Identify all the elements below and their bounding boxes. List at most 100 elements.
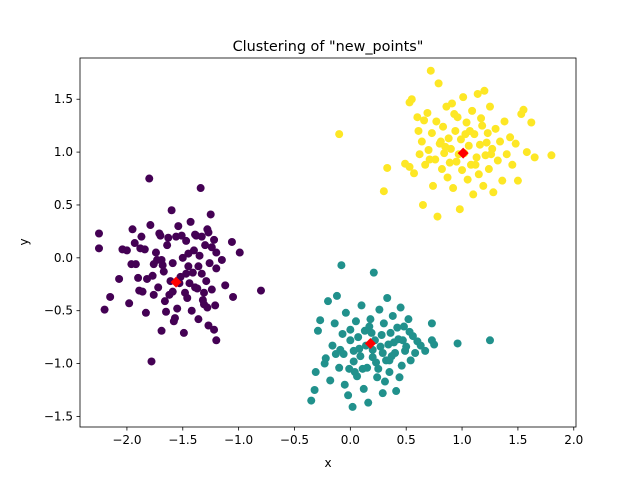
- cluster-0-point: [178, 253, 187, 262]
- cluster-2-point: [464, 141, 473, 150]
- cluster-1-point: [485, 336, 494, 345]
- cluster-2-point: [418, 200, 427, 209]
- cluster-2-point: [491, 124, 500, 133]
- cluster-1-point: [395, 373, 404, 382]
- cluster-2-point: [432, 117, 441, 126]
- cluster-1-point: [385, 368, 394, 377]
- cluster-2-point: [522, 148, 531, 157]
- y-tick-label: −1.5: [44, 409, 73, 423]
- cluster-0-point: [179, 328, 188, 337]
- cluster-1-point: [358, 364, 367, 373]
- y-axis-label: y: [17, 238, 31, 245]
- y-tick-label: 0.5: [54, 198, 73, 212]
- cluster-1-point: [430, 340, 439, 349]
- cluster-2-point: [547, 151, 556, 160]
- cluster-2-point: [500, 117, 509, 126]
- cluster-2-point: [450, 110, 459, 119]
- cluster-2-point: [439, 122, 448, 131]
- points-layer: [94, 66, 556, 411]
- cluster-0-point: [122, 246, 131, 255]
- cluster-0-point: [168, 259, 177, 268]
- y-tick-label: 0.0: [54, 251, 73, 265]
- cluster-1-point: [416, 341, 425, 350]
- cluster-0-point: [149, 290, 158, 299]
- cluster-2-point: [473, 89, 482, 98]
- cluster-2-point: [471, 160, 480, 169]
- cluster-2-point: [511, 139, 520, 148]
- centroid-layer: [170, 147, 469, 349]
- cluster-2-point: [441, 142, 450, 151]
- cluster-2-point: [437, 165, 446, 174]
- cluster-0-point: [235, 248, 244, 257]
- cluster-1-point: [398, 336, 407, 345]
- cluster-1-point: [396, 303, 405, 312]
- cluster-2-point: [413, 113, 422, 122]
- cluster-2-point: [427, 129, 436, 138]
- cluster-1-point: [351, 317, 360, 326]
- cluster-2-point: [431, 155, 440, 164]
- cluster-0-point: [131, 260, 140, 269]
- cluster-0-point: [136, 244, 145, 253]
- cluster-2-point: [462, 118, 471, 127]
- cluster-1-point: [328, 341, 337, 350]
- y-tick-label: −0.5: [44, 304, 73, 318]
- cluster-2-point: [472, 153, 481, 162]
- cluster-1-point: [346, 325, 355, 334]
- cluster-0-point: [141, 308, 150, 317]
- cluster-0-point: [163, 241, 172, 250]
- cluster-1-point: [354, 333, 363, 342]
- cluster-0-point: [157, 255, 166, 264]
- cluster-1-point: [401, 346, 410, 355]
- cluster-0-point: [186, 217, 195, 226]
- centroid-marker: [170, 276, 182, 288]
- cluster-2-point: [456, 135, 465, 144]
- x-tick-label: 1.5: [508, 433, 527, 447]
- cluster-2-point: [424, 145, 433, 154]
- cluster-2-point: [407, 95, 416, 104]
- cluster-0-point: [168, 287, 177, 296]
- cluster-0-point: [162, 307, 171, 316]
- plot-frame: [79, 57, 577, 428]
- cluster-0-point: [194, 315, 203, 324]
- cluster-0-point: [200, 288, 208, 297]
- cluster-1-point: [336, 345, 345, 354]
- cluster-1-point: [348, 402, 357, 411]
- cluster-0-point: [94, 229, 103, 238]
- cluster-0-point: [193, 284, 202, 293]
- y-axis-ticks: −1.5 −1.0 −0.5 0.0 0.5 1.0 1.5: [44, 92, 80, 423]
- cluster-1-point: [324, 297, 332, 306]
- y-tick-label: 1.5: [54, 92, 73, 106]
- cluster-2-point: [417, 137, 426, 146]
- cluster-0-point: [191, 230, 200, 239]
- cluster-2-point: [405, 162, 414, 171]
- cluster-1-point: [385, 356, 394, 365]
- cluster-2-point: [513, 176, 522, 185]
- cluster-1-point: [405, 327, 414, 336]
- cluster-0-point: [201, 241, 210, 250]
- cluster-0-point: [115, 274, 124, 283]
- cluster-0-point: [211, 301, 220, 310]
- cluster-0-point: [154, 283, 163, 292]
- cluster-1-point: [378, 348, 387, 357]
- cluster-2-point: [463, 175, 472, 184]
- cluster-2-point: [465, 126, 474, 135]
- cluster-0-point: [149, 260, 158, 269]
- cluster-1-point: [356, 352, 365, 361]
- cluster-0-point: [207, 243, 216, 252]
- cluster-0-point: [227, 237, 236, 246]
- cluster-2-point: [482, 138, 491, 147]
- cluster-2-point: [443, 173, 452, 182]
- y-tick-label: −1.0: [44, 357, 73, 371]
- x-tick-label: −0.5: [280, 433, 309, 447]
- cluster-1-point: [340, 380, 349, 389]
- cluster-0-point: [170, 314, 179, 323]
- cluster-0-point: [147, 357, 156, 366]
- cluster-1-point: [357, 301, 366, 310]
- cluster-2-point: [423, 108, 432, 117]
- cluster-0-point: [217, 255, 226, 264]
- cluster-1-point: [321, 354, 330, 363]
- cluster-0-point: [196, 184, 205, 193]
- cluster-1-point: [369, 268, 378, 277]
- x-axis-label: x: [324, 456, 331, 470]
